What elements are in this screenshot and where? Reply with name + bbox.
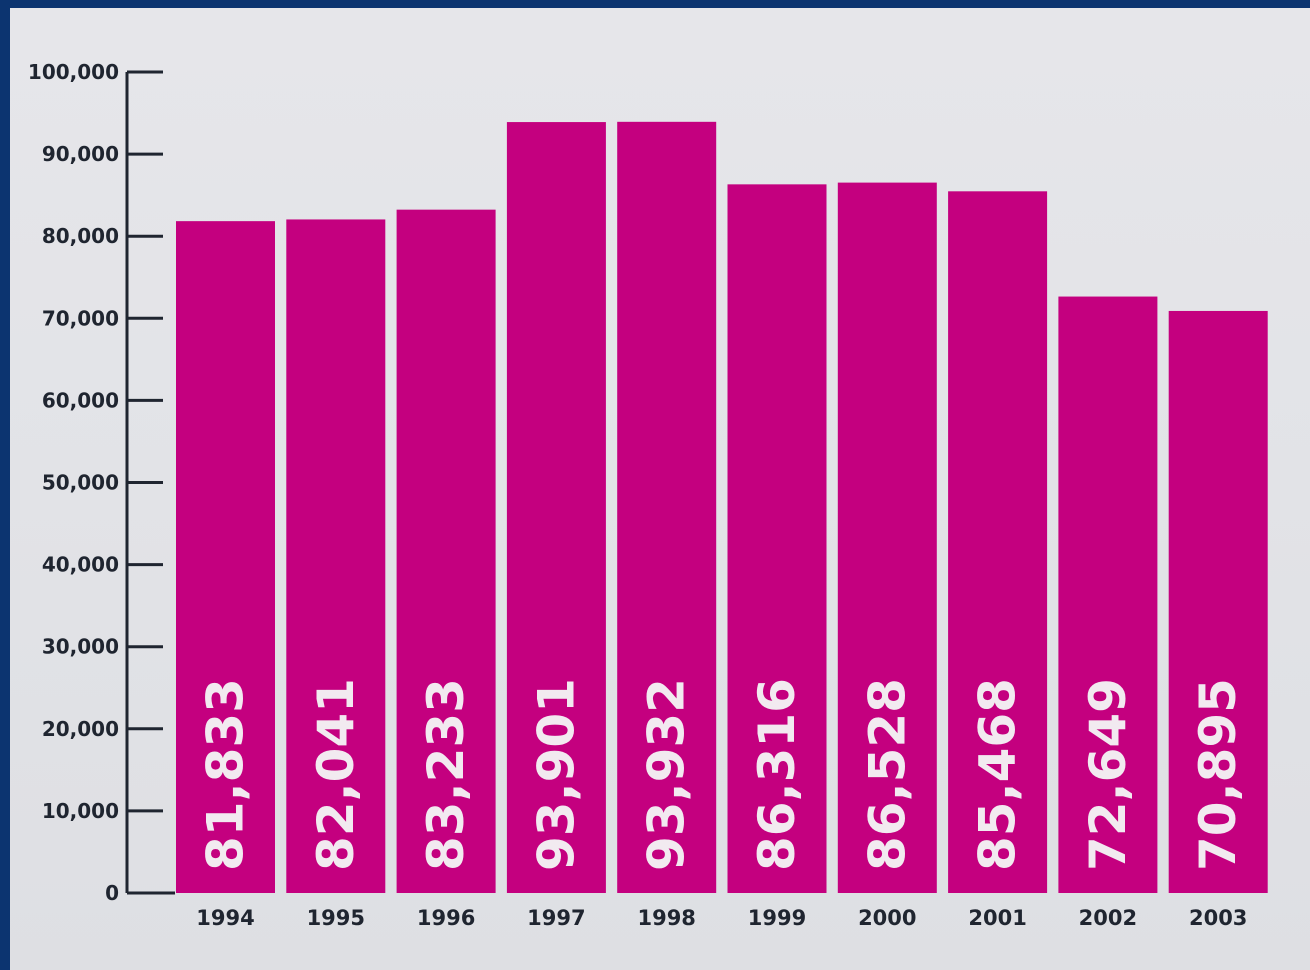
x-tick-label: 1996 [417, 906, 475, 930]
x-tick-label: 1998 [637, 906, 695, 930]
y-tick-label: 40,000 [42, 553, 119, 577]
y-tick-label: 30,000 [42, 635, 119, 659]
x-tick-label: 2002 [1079, 906, 1137, 930]
bar-data-label: 72,649 [1079, 678, 1137, 871]
x-tick-label: 1999 [748, 906, 806, 930]
bar-data-label: 86,316 [748, 678, 806, 871]
bars: 81,833 82,041 83,233 93,901 93,932 86,316 86,5… [176, 121, 1268, 894]
x-tick-label: 2000 [858, 906, 916, 930]
y-tick-label: 0 [105, 881, 119, 905]
bar-data-label: 82,041 [307, 678, 365, 871]
y-tick-label: 50,000 [42, 471, 119, 495]
y-tick-label: 80,000 [42, 224, 119, 248]
x-tick-label: 2001 [968, 906, 1026, 930]
bar-data-label: 85,468 [969, 678, 1027, 871]
x-tick-label: 1997 [527, 906, 585, 930]
bar [396, 209, 496, 893]
x-axis: 1994 1995 1996 1997 1998 1999 2000 2001 2002 2003 [196, 906, 1247, 930]
bar-data-label: 70,895 [1189, 678, 1247, 871]
bar [727, 184, 827, 893]
y-axis: 0 10,000 20,000 30,000 40,000 50,000 60,000 70,… [28, 60, 175, 905]
y-tick-label: 10,000 [42, 799, 119, 823]
bar-data-label: 93,932 [638, 678, 696, 871]
x-tick-label: 2003 [1189, 906, 1247, 930]
x-tick-label: 1995 [307, 906, 365, 930]
bar [948, 191, 1048, 893]
bar [286, 219, 386, 894]
bar-data-label: 86,528 [858, 678, 916, 871]
bar [506, 122, 606, 893]
bar [176, 221, 275, 894]
x-tick-label: 1994 [196, 906, 254, 930]
y-tick-label: 70,000 [42, 306, 119, 330]
bar-data-label: 93,901 [527, 678, 585, 871]
bar [1168, 310, 1268, 894]
bar [837, 182, 937, 894]
bar-data-label: 83,233 [417, 678, 475, 871]
y-tick-label: 60,000 [42, 388, 119, 412]
y-tick-label: 100,000 [28, 60, 119, 84]
bar [617, 121, 717, 893]
y-tick-label: 20,000 [42, 717, 119, 741]
bar-data-label: 81,833 [197, 678, 255, 871]
y-tick-label: 90,000 [42, 142, 119, 166]
bar [1058, 296, 1158, 893]
